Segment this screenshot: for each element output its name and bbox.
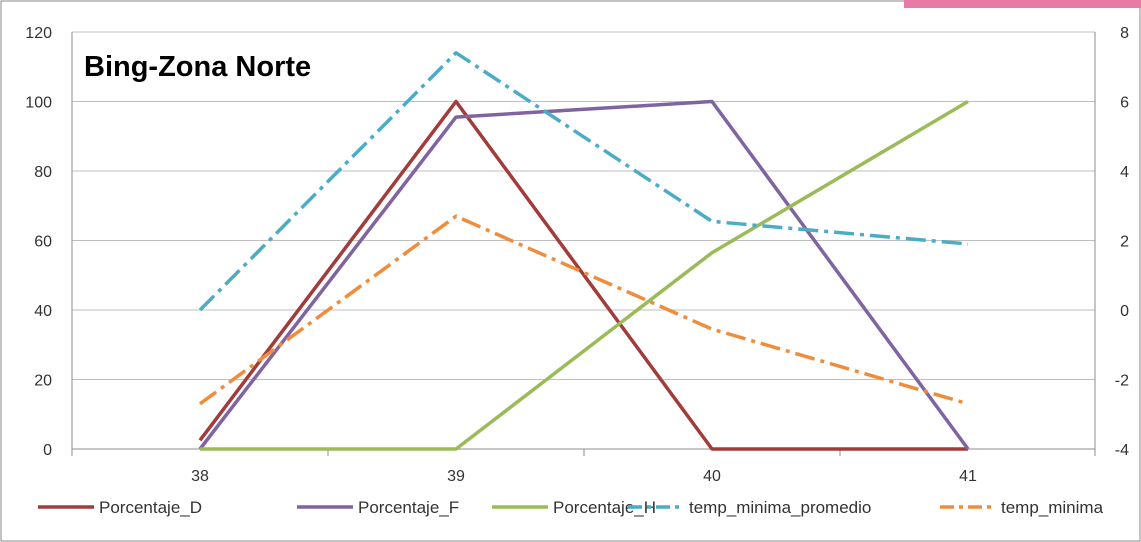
series-line-porcentaje-f [198,99,970,451]
pink-tab-strip [904,0,1141,8]
y-right-tick-label: -4 [1115,442,1129,459]
y-right-tick-label: 8 [1120,25,1129,42]
legend: Porcentaje_D Porcentaje_F Porcentaje_H temp… [38,498,1104,517]
series-line-porcentaje-d [198,99,968,451]
x-tick-label: 40 [703,468,721,485]
axes: 0 20 40 60 80 100 120 -4 -2 0 2 4 6 8 38 39 40 41 [25,25,1129,485]
x-tick-label: 41 [959,468,977,485]
y-left-tick-label: 40 [34,303,52,320]
y-left-tick-label: 20 [34,373,52,390]
legend-label: temp_minima_promedio [689,498,871,517]
y-left-tick-label: 60 [34,234,52,251]
series-line-temp-minima [198,214,969,406]
series-line-porcentaje-h [200,99,969,451]
y-left-tick-label: 0 [43,442,52,459]
y-right-tick-label: -2 [1115,373,1129,390]
series-group [198,51,970,451]
y-left-tick-label: 80 [34,164,52,181]
y-left-tick-label: 120 [25,25,52,42]
y-left-tick-label: 100 [25,95,52,112]
x-tick-label: 39 [447,468,465,485]
y-right-tick-label: 2 [1120,234,1129,251]
legend-label: Porcentaje_H [553,498,656,517]
y-right-tick-label: 0 [1120,303,1129,320]
legend-label: temp_minima [1001,498,1104,517]
y-right-tick-label: 4 [1120,164,1129,181]
x-tick-label: 38 [191,468,209,485]
legend-label: Porcentaje_D [99,498,202,517]
y-right-tick-label: 6 [1120,95,1129,112]
legend-label: Porcentaje_F [358,498,459,517]
chart-title: Bing-Zona Norte [84,51,311,83]
series-line-temp-minima-promedio [198,51,969,312]
